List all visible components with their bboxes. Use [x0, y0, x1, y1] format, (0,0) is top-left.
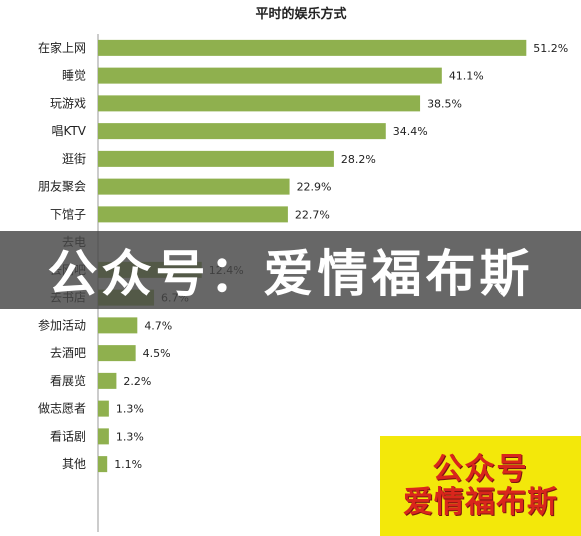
category-label: 朋友聚会 [38, 180, 86, 194]
category-label: 看话剧 [50, 429, 86, 443]
bar [98, 67, 442, 84]
bar [98, 428, 109, 445]
value-label: 34.4% [393, 125, 428, 138]
bar [98, 95, 421, 112]
watermark-logo-line2: 爱情福布斯 [403, 485, 558, 520]
category-label: 做志愿者 [38, 401, 86, 416]
watermark-band: 公众号：爱情福布斯 [0, 231, 581, 309]
value-label: 38.5% [427, 97, 462, 110]
category-label: 看展览 [50, 373, 86, 388]
value-label: 41.1% [449, 70, 484, 83]
category-label: 其他 [62, 457, 86, 471]
category-label: 逛街 [62, 152, 86, 166]
bar [98, 39, 527, 56]
value-label: 4.5% [143, 347, 171, 360]
bar [98, 456, 108, 473]
watermark-logo-box: 公众号 爱情福布斯 [380, 436, 581, 536]
bar [98, 150, 334, 167]
value-label: 4.7% [144, 319, 172, 332]
category-label: 下馆子 [50, 206, 86, 221]
bar [98, 400, 109, 417]
bar [98, 345, 136, 362]
bar [98, 317, 138, 334]
chart-title: 平时的娱乐方式 [255, 6, 346, 22]
category-label: 参加活动 [38, 317, 86, 332]
value-label: 51.2% [533, 42, 568, 55]
watermark-band-text: 公众号：爱情福布斯 [47, 245, 534, 303]
value-label: 28.2% [341, 153, 376, 166]
category-label: 去酒吧 [50, 346, 86, 360]
category-label: 睡觉 [62, 69, 86, 83]
bar [98, 206, 288, 223]
watermark-logo-line1: 公众号 [432, 452, 529, 487]
bar [98, 123, 386, 140]
bar [98, 178, 290, 195]
value-label: 2.2% [123, 375, 151, 388]
category-label: 在家上网 [38, 40, 86, 55]
value-label: 22.7% [295, 208, 330, 221]
bar [98, 372, 117, 389]
value-label: 22.9% [297, 181, 332, 194]
category-label: 玩游戏 [50, 96, 86, 110]
value-label: 1.3% [116, 430, 144, 443]
value-label: 1.3% [116, 403, 144, 416]
value-label: 1.1% [114, 458, 142, 471]
category-label: 唱KTV [52, 124, 87, 138]
